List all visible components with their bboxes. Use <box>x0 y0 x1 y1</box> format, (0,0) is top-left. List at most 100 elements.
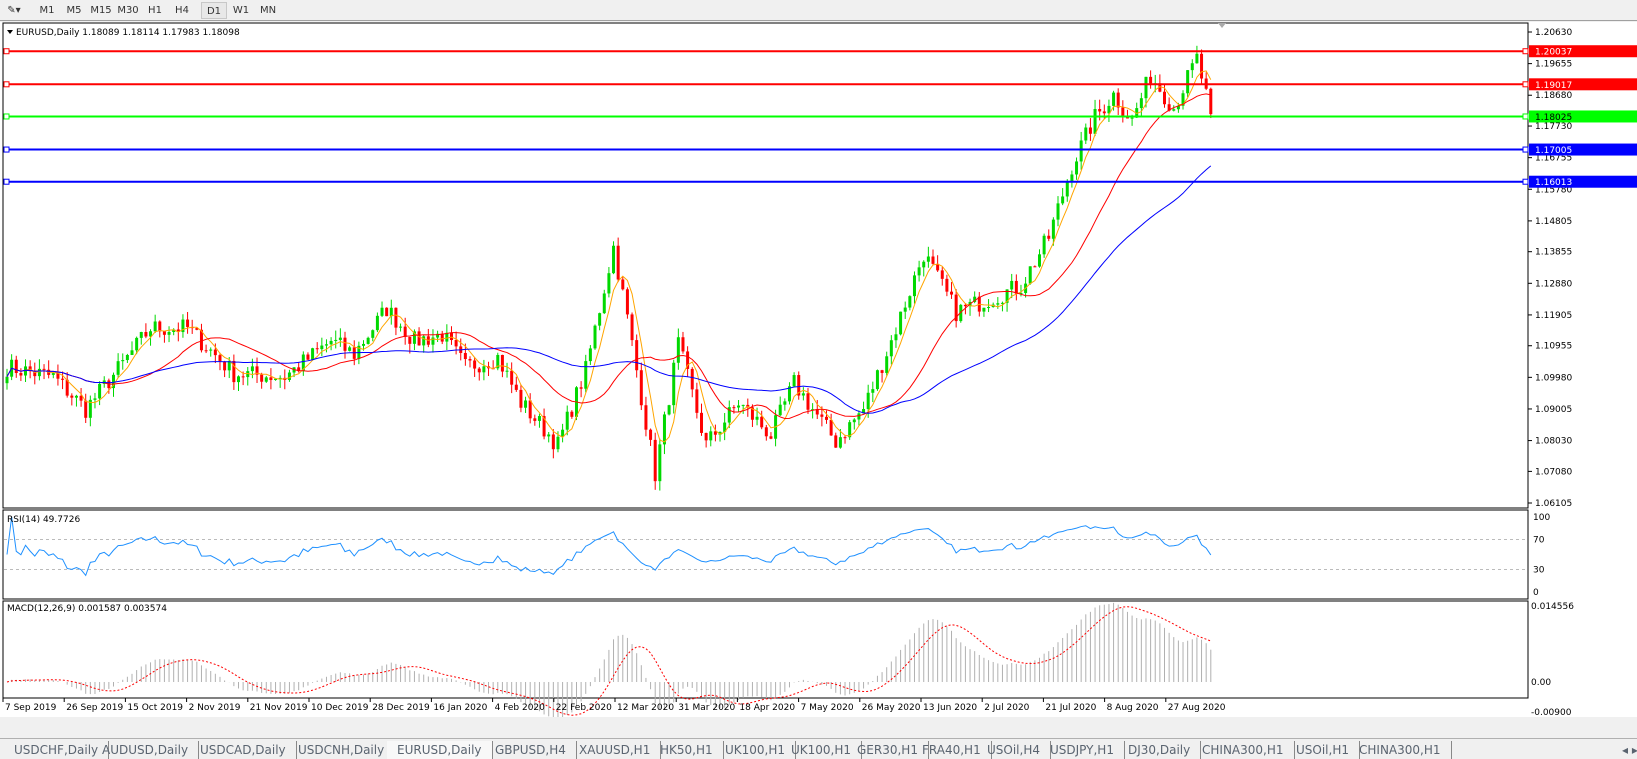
chart-shift-marker[interactable] <box>1218 23 1226 28</box>
drawing-tools-icon[interactable]: ✎▾ <box>7 5 21 16</box>
candle-body <box>565 411 569 430</box>
timeframe-toolbar: ✎▾ M1 M5 M15 M30 H1 H4 D1 W1 MN <box>0 0 1637 21</box>
chart-tab[interactable]: USDCNH,Daily <box>288 741 396 759</box>
timeframe-w1[interactable]: W1 <box>232 5 250 16</box>
candle-body <box>98 383 102 399</box>
price-tick-label: 1.08030 <box>1535 437 1572 447</box>
level-handle[interactable] <box>3 48 10 55</box>
chart-tab[interactable]: XAUUSD,H1 <box>569 741 662 759</box>
candle-body <box>1190 63 1194 71</box>
chart-tab[interactable]: UK100,H1 <box>781 741 863 759</box>
candle-body <box>510 370 514 385</box>
timeframe-h1[interactable]: H1 <box>148 5 162 16</box>
candle-body <box>820 414 824 417</box>
candle-body <box>274 378 278 381</box>
chart-tab[interactable]: USDJPY,H1 <box>1040 741 1125 759</box>
chart-tab[interactable]: HK50,H1 <box>650 741 724 759</box>
candle-body <box>172 329 176 332</box>
candle-body <box>723 422 727 432</box>
date-tick-label: 7 Sep 2019 <box>5 703 57 713</box>
candle-body <box>1130 117 1134 119</box>
date-tick-label: 26 May 2020 <box>862 703 921 713</box>
candle-body <box>519 389 523 408</box>
candle-body <box>61 378 65 380</box>
chart-tab[interactable]: USDCHF,Daily <box>4 741 110 759</box>
candle-body <box>287 372 291 380</box>
date-tick-label: 2 Nov 2019 <box>189 703 241 713</box>
level-handle[interactable] <box>1522 48 1529 55</box>
timeframe-m15[interactable]: M15 <box>90 5 112 16</box>
timeframe-d1[interactable]: D1 <box>201 2 227 19</box>
tab-scroll-arrows[interactable]: ◂ ▸ <box>1622 743 1637 757</box>
level-handle[interactable] <box>3 146 10 153</box>
candle-body <box>635 340 639 371</box>
candle-body <box>246 371 250 378</box>
level-handle[interactable] <box>3 113 10 120</box>
candle-body <box>1176 105 1180 110</box>
chart-tab[interactable]: GER30,H1 <box>847 741 929 759</box>
collapse-triangle-icon[interactable] <box>7 30 13 34</box>
candle-body <box>737 405 741 408</box>
chart-tab[interactable]: FRA40,H1 <box>912 741 992 759</box>
candle-body <box>306 354 310 360</box>
chart-tab[interactable]: EURUSD,Daily <box>387 741 493 759</box>
candle-body <box>167 331 171 335</box>
candle-body <box>394 307 398 328</box>
chart-tab[interactable]: USDCAD,Daily <box>190 741 297 759</box>
chart-window[interactable]: 1.20630 1.19655 1.18680 1.17730 1.16755 1.157… <box>0 22 1637 720</box>
level-handle[interactable] <box>1522 81 1529 88</box>
level-handle[interactable] <box>1522 178 1529 185</box>
date-tick-label: 22 Feb 2020 <box>556 703 612 713</box>
candle-body <box>899 311 903 335</box>
candle-body <box>149 331 153 337</box>
price-tick-label: 1.19655 <box>1535 60 1572 70</box>
candle-body <box>764 427 768 437</box>
level-handle[interactable] <box>1522 113 1529 120</box>
candle-body <box>463 352 467 360</box>
candle-body <box>1135 108 1139 118</box>
candle-body <box>1144 76 1148 99</box>
candle-body <box>311 348 315 360</box>
level-handle[interactable] <box>1522 146 1529 153</box>
candle-body <box>366 337 370 344</box>
candle-body <box>1042 235 1046 255</box>
candle-body <box>116 361 120 375</box>
timeframe-m30[interactable]: M30 <box>117 5 139 16</box>
chart-tab[interactable]: AUDUSD,Daily <box>92 741 200 759</box>
timeframe-m1[interactable]: M1 <box>39 5 55 16</box>
timeframe-h4[interactable]: H4 <box>175 5 189 16</box>
candle-body <box>278 377 282 379</box>
date-tick-label: 10 Dec 2019 <box>311 703 369 713</box>
chart-tab[interactable]: GBPUSD,H4 <box>485 741 577 759</box>
candle-body <box>1084 127 1088 141</box>
chart-tab[interactable]: USOil,H4 <box>977 741 1051 759</box>
candle-body <box>445 332 449 342</box>
chart-tab[interactable]: DJ30,Daily <box>1118 741 1202 759</box>
candle-body <box>412 331 416 344</box>
candle-body <box>709 431 713 441</box>
level-handle[interactable] <box>3 81 10 88</box>
candle-body <box>417 331 421 346</box>
price-tick-label: 1.09005 <box>1535 405 1572 415</box>
level-handle[interactable] <box>3 178 10 185</box>
date-tick-label: 21 Jul 2020 <box>1045 703 1096 713</box>
candle-body <box>209 349 213 351</box>
timeframe-m5[interactable]: M5 <box>66 5 82 16</box>
chart-tab[interactable]: CHINA300,H1 <box>1192 741 1295 759</box>
candle-body <box>561 429 565 437</box>
chart-tab[interactable]: UK100,H1 <box>715 741 797 759</box>
price-tick-label: 1.13855 <box>1535 248 1572 258</box>
candle-body <box>852 419 856 423</box>
candle-body <box>1181 93 1185 106</box>
chart-tab[interactable]: USOil,H1 <box>1286 741 1360 759</box>
candle-body <box>829 419 833 436</box>
candle-body <box>1051 219 1055 239</box>
candle-body <box>65 379 69 396</box>
candle-body <box>588 348 592 362</box>
chart-canvas[interactable]: 1.20630 1.19655 1.18680 1.17730 1.16755 1.157… <box>0 22 1637 720</box>
chart-tab[interactable]: CHINA300,H1 <box>1349 741 1452 759</box>
candle-body <box>1209 88 1213 115</box>
timeframe-mn[interactable]: MN <box>259 5 277 16</box>
candle-body <box>1112 92 1116 106</box>
candle-body <box>84 400 88 418</box>
